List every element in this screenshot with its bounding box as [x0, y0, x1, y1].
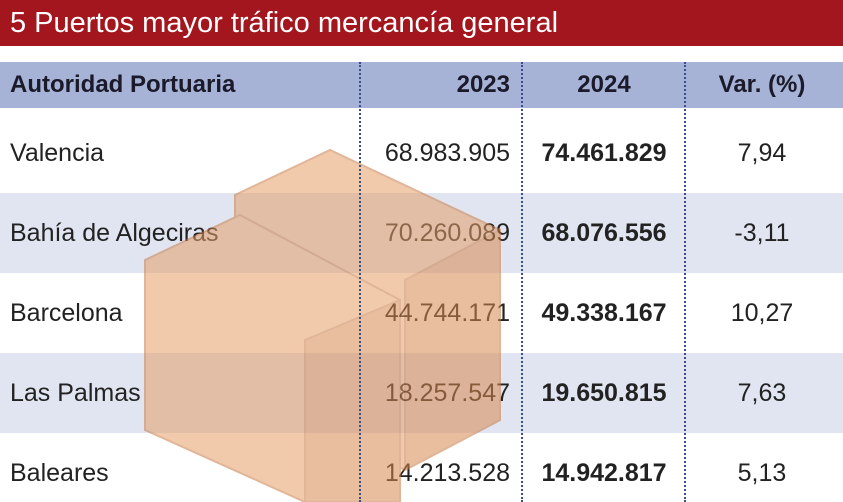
table-row: Baleares 14.213.528 14.942.817 5,13	[0, 433, 843, 502]
column-header: Var. (%)	[718, 71, 806, 98]
variation: 7,94	[737, 138, 787, 167]
port-name: Baleares	[10, 458, 109, 487]
port-name: Bahía de Algeciras	[10, 218, 219, 247]
table-row: Las Palmas 18.257.547 19.650.815 7,63	[0, 353, 843, 433]
value-2023: 18.257.547	[384, 378, 510, 407]
title: 5 Puertos mayor tráfico mercancía genera…	[0, 0, 843, 46]
value-2024: 14.942.817	[541, 458, 667, 487]
header-row: Autoridad Portuaria 2023 2024 Var. (%)	[0, 62, 843, 108]
value-2024: 68.076.556	[541, 218, 667, 247]
variation: 7,63	[737, 378, 787, 407]
port-name: Las Palmas	[10, 378, 141, 407]
value-2024: 19.650.815	[541, 378, 667, 407]
variation: 10,27	[730, 298, 794, 327]
variation: 5,13	[737, 458, 787, 487]
value-2023: 68.983.905	[384, 138, 510, 167]
table-row: Bahía de Algeciras 70.260.089 68.076.556 -3…	[0, 193, 843, 273]
port-name: Valencia	[10, 138, 105, 167]
value-2023: 14.213.528	[384, 458, 510, 487]
column-divider	[359, 62, 361, 502]
value-2023: 44.744.171	[384, 298, 510, 327]
table-row: Barcelona 44.744.171 49.338.167 10,27	[0, 273, 843, 353]
variation: -3,11	[734, 218, 790, 247]
column-header: 2023	[456, 71, 510, 98]
column-divider	[521, 62, 523, 502]
value-2024: 74.461.829	[541, 138, 667, 167]
column-header: 2024	[577, 71, 631, 98]
table-row: Valencia 68.983.905 74.461.829 7,94	[0, 113, 843, 193]
value-2024: 49.338.167	[541, 298, 667, 327]
port-name: Barcelona	[10, 298, 123, 327]
value-2023: 70.260.089	[384, 218, 510, 247]
column-divider	[684, 62, 686, 502]
column-header: Autoridad Portuaria	[10, 71, 236, 98]
